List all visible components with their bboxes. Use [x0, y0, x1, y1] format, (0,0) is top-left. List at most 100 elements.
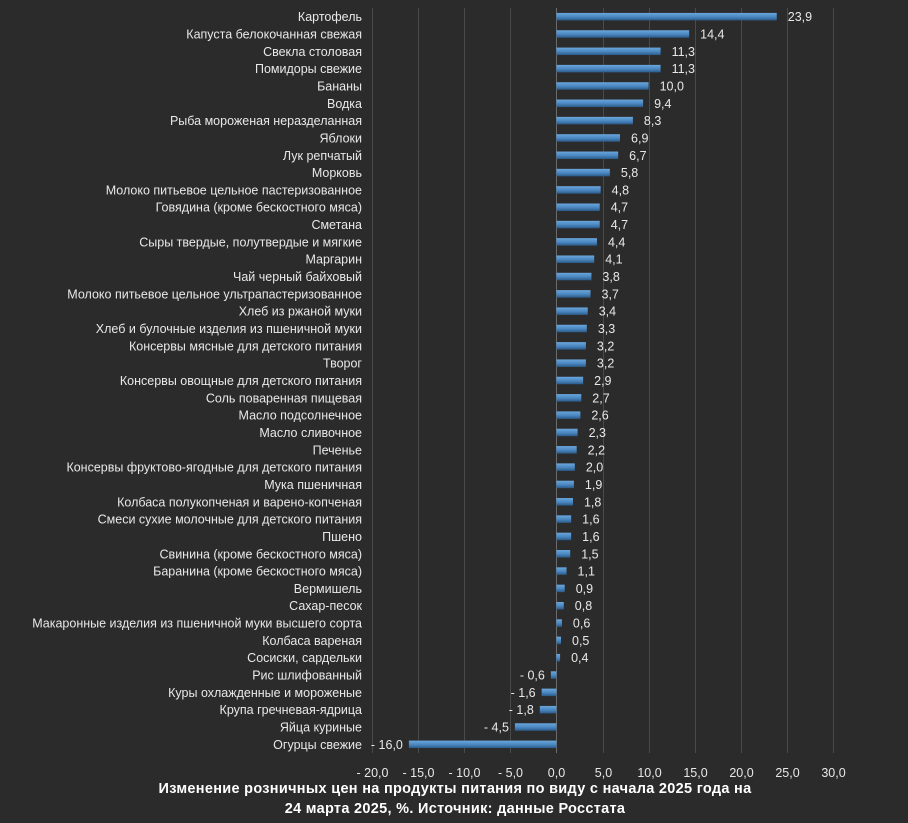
value-label: 0,5 [572, 634, 589, 648]
category-label: Вермишель [294, 582, 362, 596]
category-label: Капуста белокочанная свежая [186, 27, 362, 41]
category-label: Масло сливочное [259, 426, 362, 440]
bar [556, 619, 562, 627]
bar [556, 428, 578, 437]
value-labels: 23,9 14,4 11,3 11,3 10,0 9,4 8,3 6,9 6,7 5,8 4,8 4,… [371, 10, 812, 752]
bar [556, 99, 644, 108]
category-labels: Картофель Капуста белокочанная свежая Свек… [32, 10, 362, 752]
value-label: 23,9 [788, 10, 812, 24]
value-label: 6,7 [629, 149, 646, 163]
bar [556, 290, 591, 298]
category-label: Пшено [322, 530, 362, 544]
category-label: Молоко питьевое цельное ультрапастеризов… [67, 287, 362, 301]
x-tick-label: - 15,0 [403, 766, 435, 780]
category-label: Водка [327, 97, 362, 111]
bar [556, 463, 575, 471]
value-label: 2,2 [588, 443, 605, 457]
category-label: Рыба мороженая неразделанная [170, 114, 362, 128]
bar [556, 515, 572, 523]
bar [556, 550, 571, 558]
value-label: 5,8 [621, 166, 638, 180]
bar [556, 255, 595, 263]
value-label: 2,9 [594, 374, 611, 388]
category-label: Баранина (кроме бескостного мяса) [153, 565, 362, 579]
value-label: - 1,8 [509, 703, 534, 717]
bars [408, 12, 777, 749]
category-label: Консервы мясные для детского питания [129, 339, 362, 353]
bar [556, 567, 567, 575]
category-label: Хлеб и булочные изделия из пшеничной мук… [96, 322, 362, 336]
category-label: Колбаса полукопченая и варено-копченая [117, 495, 362, 509]
value-label: 3,2 [597, 357, 614, 371]
category-label: Картофель [298, 10, 362, 24]
category-label: Чай черный байховый [233, 270, 362, 284]
bar [556, 82, 649, 90]
value-label: 4,8 [612, 183, 629, 197]
value-label: 0,4 [571, 651, 588, 665]
category-label: Сметана [311, 218, 362, 232]
category-label: Говядина (кроме бескостного мяса) [156, 201, 362, 215]
bar [556, 168, 610, 177]
bar [550, 671, 557, 679]
bar [556, 12, 777, 21]
category-label: Морковь [312, 166, 362, 180]
bar [556, 272, 592, 281]
value-label: 2,6 [591, 409, 608, 423]
value-label: 1,8 [584, 495, 601, 509]
category-label: Яйца куриные [280, 721, 362, 735]
category-label: Консервы овощные для детского питания [120, 374, 362, 388]
value-label: 14,4 [700, 27, 724, 41]
x-axis-ticks: - 20,0 - 15,0 - 10,0 - 5,0 0,0 5,0 10,0 15,0 20,… [357, 766, 846, 780]
category-label: Колбаса вареная [262, 634, 362, 648]
category-label: Свекла столовая [263, 45, 362, 59]
category-label: Сыры твердые, полутвердые и мягкие [139, 235, 362, 249]
x-tick-label: 10,0 [637, 766, 661, 780]
category-label: Свинина (кроме бескостного мяса) [160, 547, 362, 561]
x-tick-label: 20,0 [729, 766, 753, 780]
x-tick-label: - 10,0 [449, 766, 481, 780]
bar [556, 47, 661, 56]
bar [556, 532, 572, 541]
bar [556, 376, 584, 385]
category-label: Масло подсолнечное [239, 409, 363, 423]
value-label: 4,4 [608, 235, 625, 249]
value-label: 6,9 [631, 131, 648, 145]
category-label: Огурцы свежие [273, 738, 362, 752]
value-label: - 1,6 [511, 686, 536, 700]
value-label: 10,0 [660, 79, 684, 93]
x-tick-label: 30,0 [821, 766, 845, 780]
chart-title: Изменение розничных цен на продукты пита… [40, 779, 870, 819]
bar [541, 688, 557, 697]
value-label: 11,3 [672, 45, 695, 59]
category-label: Смеси сухие молочные для детского питани… [98, 513, 362, 527]
category-label: Сосиски, сардельки [247, 651, 362, 665]
value-label: 9,4 [654, 97, 671, 111]
value-label: 4,7 [611, 201, 628, 215]
bar [556, 653, 561, 662]
chart-title-line-1: Изменение розничных цен на продукты пита… [158, 781, 752, 797]
value-label: 1,5 [581, 547, 598, 561]
value-label: 2,7 [592, 391, 609, 405]
bar [556, 238, 597, 246]
category-label: Творог [323, 357, 362, 371]
value-label: 4,7 [611, 218, 628, 232]
value-label: 2,0 [586, 461, 603, 475]
bar [556, 151, 619, 160]
value-label: - 0,6 [520, 669, 545, 683]
category-label: Сахар-песок [289, 599, 362, 613]
category-label: Бананы [317, 79, 362, 93]
value-label: 11,3 [672, 62, 695, 76]
bar [556, 203, 600, 211]
value-label: 1,6 [582, 530, 599, 544]
category-label: Соль поваренная пищевая [206, 391, 362, 405]
value-label: - 4,5 [484, 721, 509, 735]
value-label: 0,9 [576, 582, 593, 596]
category-label: Крупа гречневая-ядрица [220, 703, 362, 717]
category-label: Куры охлажденные и мороженые [168, 686, 362, 700]
bar [556, 359, 586, 367]
bar [556, 411, 581, 419]
value-label: 1,6 [582, 513, 599, 527]
category-label: Макаронные изделия из пшеничной муки выс… [32, 617, 362, 631]
category-label: Рис шлифованный [252, 669, 362, 683]
